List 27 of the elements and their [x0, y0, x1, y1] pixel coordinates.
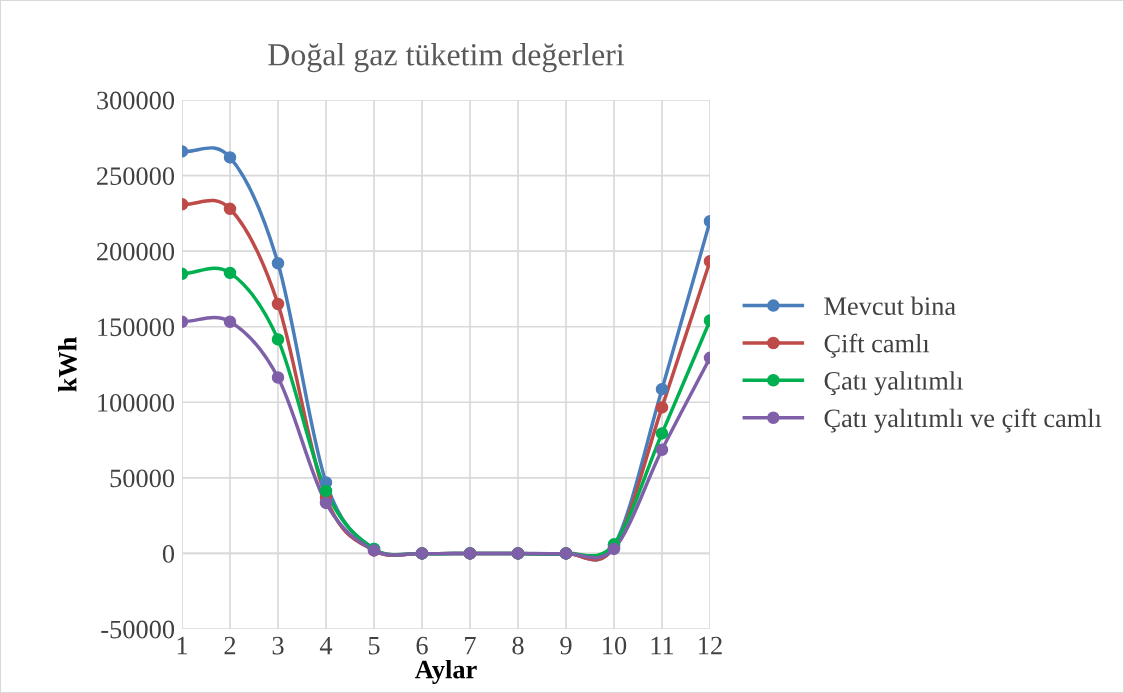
x-tick-label: 6: [416, 636, 428, 655]
y-tick-label: 300000: [97, 91, 175, 110]
y-tick-label: 200000: [97, 242, 175, 261]
y-tick-label: 0: [162, 545, 175, 563]
x-tick-label: 5: [368, 636, 380, 655]
y-tick-label: 150000: [98, 318, 175, 337]
legend-label: Çift camlı: [824, 333, 930, 358]
x-tick-label: 3: [272, 636, 284, 655]
x-tick-label: 4: [319, 636, 333, 655]
x-tick-label: 12: [699, 636, 722, 655]
x-tick-label: 8: [512, 636, 524, 655]
y-tick-label: -50000: [101, 620, 175, 639]
x-tick-label: 11: [651, 636, 674, 655]
y-tick-label: 100000: [98, 393, 175, 412]
x-tick-label: 9: [560, 636, 572, 655]
x-axis-title: Aylar: [414, 659, 477, 684]
legend-label: Çatı yalıtımlı ve çift camlı: [824, 408, 1102, 433]
x-tick-label: 2: [224, 636, 236, 655]
y-axis-title: kWh: [58, 337, 77, 392]
y-tick-label: 250000: [97, 167, 175, 185]
x-tick-label: 7: [465, 636, 476, 655]
legend-label: Mevcut bina: [824, 296, 956, 316]
legend-label: Çatı yalıtımlı: [824, 371, 963, 396]
y-tick-label: 50000: [110, 469, 175, 488]
x-tick-label: 10: [603, 636, 627, 655]
x-tick-label: 1: [177, 636, 188, 655]
chart-title: Doğal gaz tüketim değerleri: [268, 43, 625, 73]
